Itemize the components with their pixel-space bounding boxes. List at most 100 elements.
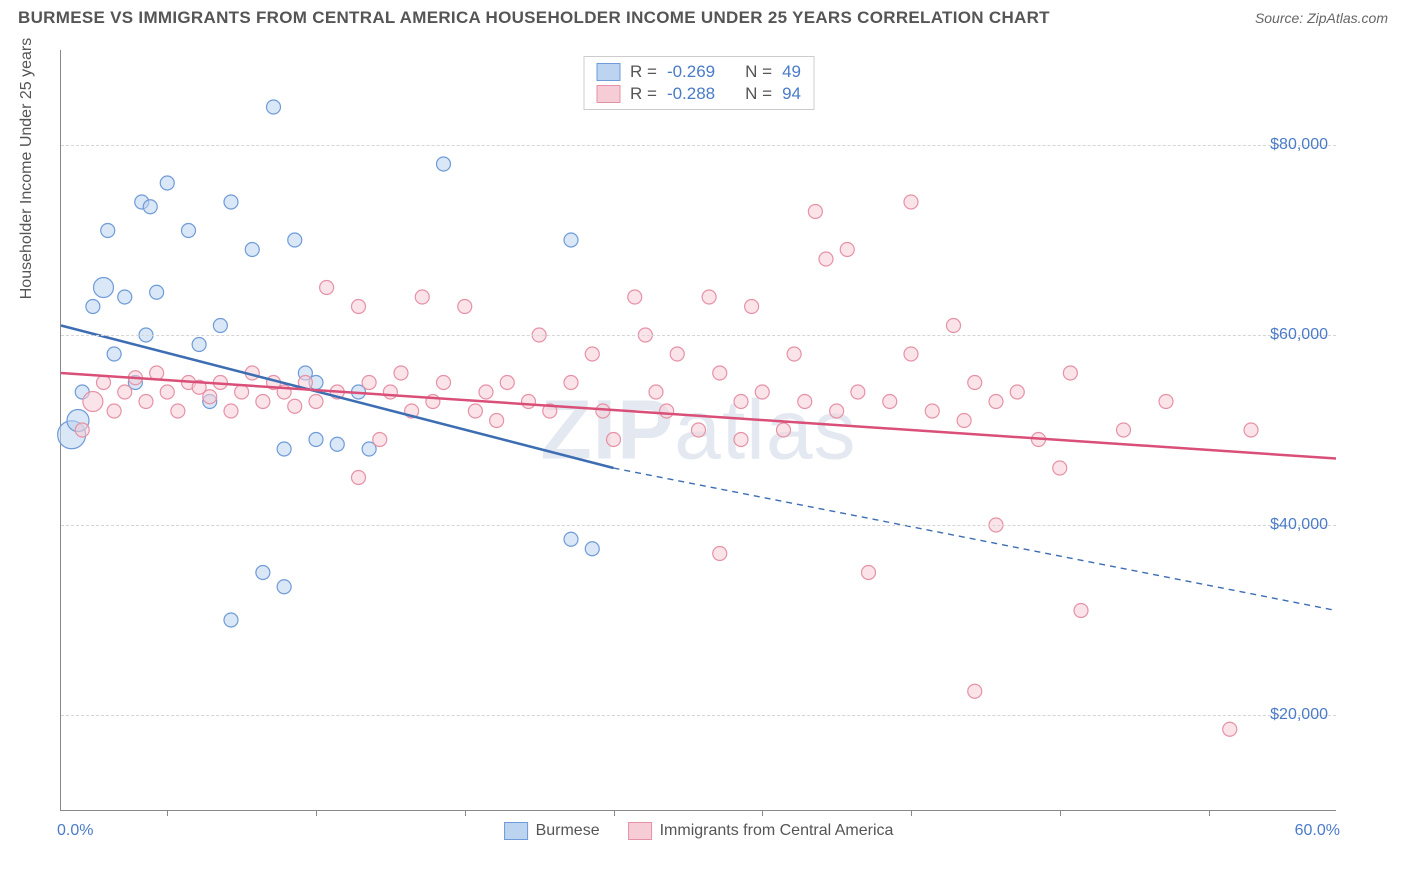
scatter-point	[787, 347, 801, 361]
scatter-point	[692, 423, 706, 437]
scatter-point	[660, 404, 674, 418]
scatter-point	[862, 566, 876, 580]
scatter-point	[596, 404, 610, 418]
scatter-point	[383, 385, 397, 399]
gridline	[61, 145, 1336, 146]
legend-n-label: N =	[745, 62, 772, 82]
scatter-point	[118, 290, 132, 304]
scatter-point	[490, 414, 504, 428]
scatter-point	[968, 684, 982, 698]
scatter-point	[83, 392, 103, 412]
scatter-point	[143, 200, 157, 214]
y-tick-label: $80,000	[1270, 136, 1328, 154]
x-tick	[167, 810, 168, 816]
gridline	[61, 335, 1336, 336]
scatter-point	[883, 395, 897, 409]
trend-line-dashed	[614, 468, 1337, 611]
legend-n-value: 94	[782, 84, 801, 104]
legend-r-label: R =	[630, 62, 657, 82]
scatter-point	[101, 224, 115, 238]
scatter-point	[808, 205, 822, 219]
legend-n-value: 49	[782, 62, 801, 82]
scatter-point	[330, 437, 344, 451]
x-tick	[1060, 810, 1061, 816]
scatter-point	[139, 395, 153, 409]
scatter-point	[819, 252, 833, 266]
scatter-point	[522, 395, 536, 409]
scatter-point	[245, 243, 259, 257]
scatter-point	[670, 347, 684, 361]
scatter-point	[171, 404, 185, 418]
scatter-point	[628, 290, 642, 304]
scatter-point	[585, 542, 599, 556]
scatter-point	[309, 433, 323, 447]
scatter-point	[97, 376, 111, 390]
scatter-point	[277, 580, 291, 594]
scatter-point	[585, 347, 599, 361]
scatter-point	[989, 395, 1003, 409]
gridline	[61, 715, 1336, 716]
scatter-point	[224, 404, 238, 418]
scatter-point	[256, 566, 270, 580]
scatter-svg	[61, 50, 1336, 810]
scatter-point	[373, 433, 387, 447]
scatter-point	[1117, 423, 1131, 437]
scatter-point	[224, 195, 238, 209]
title-bar: BURMESE VS IMMIGRANTS FROM CENTRAL AMERI…	[0, 0, 1406, 34]
scatter-point	[437, 376, 451, 390]
scatter-point	[75, 423, 89, 437]
scatter-point	[415, 290, 429, 304]
scatter-point	[1244, 423, 1258, 437]
y-tick-label: $40,000	[1270, 516, 1328, 534]
legend-item: Immigrants from Central America	[628, 822, 894, 840]
legend-r-label: R =	[630, 84, 657, 104]
plot-area: ZIPatlas R =-0.269N =49R =-0.288N =94 Bu…	[60, 50, 1336, 811]
x-tick	[614, 810, 615, 816]
scatter-point	[957, 414, 971, 428]
scatter-point	[352, 471, 366, 485]
legend-swatch	[628, 822, 652, 840]
scatter-point	[256, 395, 270, 409]
scatter-point	[925, 404, 939, 418]
scatter-point	[352, 300, 366, 314]
scatter-point	[213, 319, 227, 333]
scatter-point	[649, 385, 663, 399]
scatter-point	[968, 376, 982, 390]
scatter-point	[500, 376, 514, 390]
scatter-point	[288, 399, 302, 413]
chart-title: BURMESE VS IMMIGRANTS FROM CENTRAL AMERI…	[18, 8, 1050, 28]
legend-label: Immigrants from Central America	[660, 822, 894, 840]
scatter-point	[458, 300, 472, 314]
legend-swatch	[596, 85, 620, 103]
scatter-point	[362, 376, 376, 390]
scatter-point	[564, 532, 578, 546]
scatter-point	[840, 243, 854, 257]
x-limit-label: 60.0%	[1295, 822, 1340, 840]
y-axis-title: Householder Income Under 25 years	[18, 38, 36, 299]
scatter-point	[904, 195, 918, 209]
scatter-point	[224, 613, 238, 627]
scatter-point	[1063, 366, 1077, 380]
trend-line	[61, 373, 1336, 459]
x-tick	[762, 810, 763, 816]
legend-r-value: -0.269	[667, 62, 715, 82]
scatter-point	[798, 395, 812, 409]
scatter-point	[86, 300, 100, 314]
scatter-point	[309, 395, 323, 409]
scatter-point	[1074, 604, 1088, 618]
scatter-point	[713, 366, 727, 380]
correlation-legend: R =-0.269N =49R =-0.288N =94	[583, 56, 814, 110]
scatter-point	[1053, 461, 1067, 475]
scatter-point	[607, 433, 621, 447]
series-legend: Burmese Immigrants from Central America	[504, 822, 894, 840]
x-tick	[1209, 810, 1210, 816]
scatter-point	[851, 385, 865, 399]
x-tick	[316, 810, 317, 816]
legend-swatch	[504, 822, 528, 840]
scatter-point	[1223, 722, 1237, 736]
scatter-point	[830, 404, 844, 418]
scatter-point	[160, 385, 174, 399]
x-tick	[911, 810, 912, 816]
legend-item: Burmese	[504, 822, 600, 840]
scatter-point	[468, 404, 482, 418]
